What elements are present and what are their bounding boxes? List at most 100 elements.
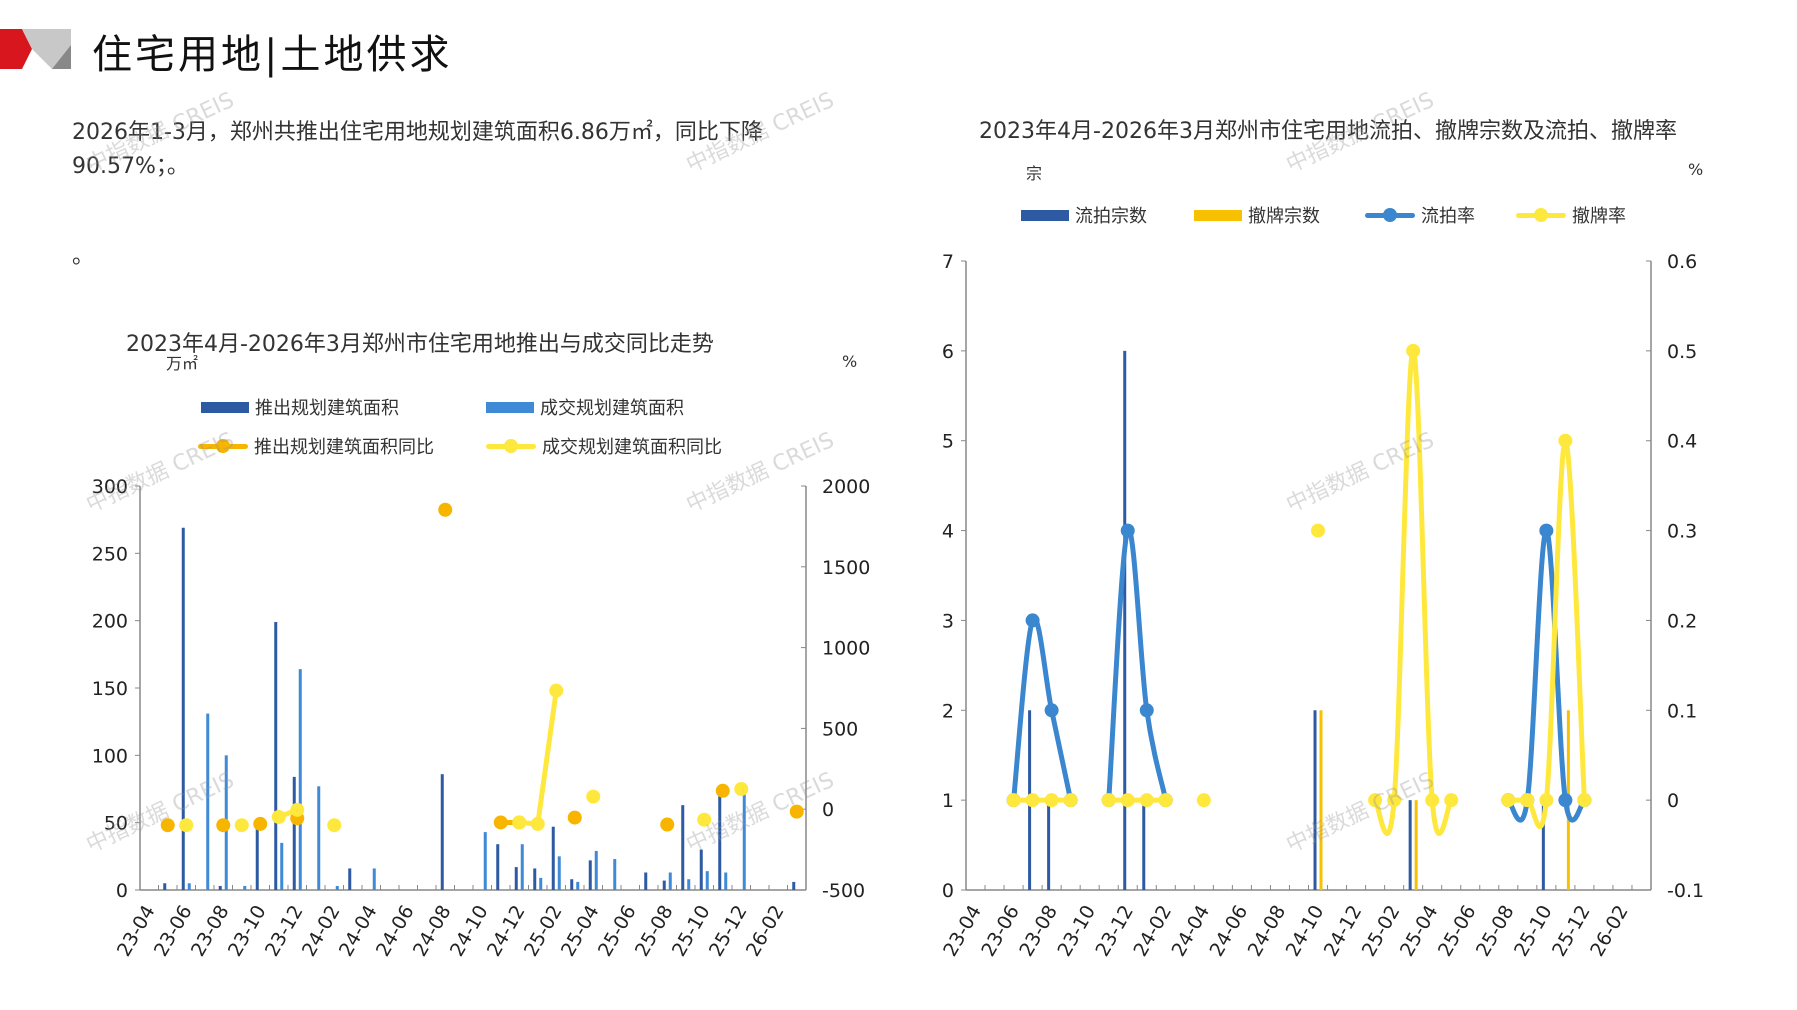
x-tick-label: 23-06 [977, 902, 1024, 961]
data-point [586, 789, 601, 804]
y2-tick-label: 0.5 [1667, 341, 1697, 363]
series-line-4 [519, 690, 559, 827]
bar-2 [576, 881, 580, 890]
data-point [1063, 793, 1078, 808]
bar-1 [533, 868, 537, 890]
data-point [216, 818, 231, 833]
bar-2 [557, 856, 561, 890]
page-title: 住宅用地|土地供求 [92, 32, 453, 78]
data-point [697, 812, 712, 827]
data-point [1139, 793, 1154, 808]
y-tick-label: 200 [92, 611, 128, 633]
bar-1 [1142, 800, 1146, 890]
data-point [1425, 793, 1440, 808]
y2-tick-label: -0.1 [1667, 880, 1704, 902]
bar-2 [668, 872, 672, 890]
data-point [271, 809, 286, 824]
legend-item-liupai-count: 流拍宗数 [1021, 202, 1147, 228]
data-point [493, 815, 508, 830]
x-tick-label: 23-10 [1053, 902, 1100, 961]
bar-1 [1541, 800, 1545, 890]
legend-label: 成交规划建筑面积 [540, 398, 684, 419]
y2-tick-label: 0 [1667, 790, 1679, 812]
bar-1 [644, 872, 648, 890]
y-tick-label: 50 [104, 813, 128, 835]
bar-2 [594, 850, 598, 890]
bar-2 [280, 842, 284, 890]
bar-2 [298, 669, 302, 890]
y2-tick-label: 500 [822, 718, 858, 740]
legend-item-chepai-rate: 撤牌率 [1516, 202, 1626, 228]
data-point [1406, 343, 1421, 358]
legend-swatch [486, 401, 534, 413]
legend-label: 成交规划建筑面积同比 [542, 437, 722, 458]
data-point [253, 816, 268, 831]
bar-1 [348, 868, 352, 890]
logo-icon [0, 29, 71, 69]
y2-tick-label: 2000 [822, 476, 870, 498]
bar-2 [317, 786, 321, 890]
bar-1 [662, 880, 666, 890]
data-point [530, 816, 545, 831]
bar-1 [718, 795, 722, 890]
data-point [1101, 793, 1116, 808]
data-point [1539, 793, 1554, 808]
legend-label: 流拍率 [1421, 206, 1475, 227]
chart1-title: 2023年4月-2026年3月郑州市住宅用地推出与成交同比走势 [126, 332, 714, 357]
bar-1 [218, 885, 222, 890]
series-line-3 [1106, 527, 1169, 801]
bar-2 [520, 844, 524, 890]
y-tick-label: 0 [942, 880, 954, 902]
y2-tick-label: 1500 [822, 557, 870, 579]
x-tick-label: 23-12 [1091, 902, 1138, 961]
bar-1 [1408, 800, 1412, 890]
x-tick-label: 25-02 [1358, 902, 1405, 961]
data-point [660, 817, 675, 832]
data-point [1120, 793, 1135, 808]
data-point [1158, 793, 1173, 808]
y-tick-label: 250 [92, 543, 128, 565]
legend-line-marker [198, 438, 248, 453]
summary-paragraph: 2026年1-3月，郑州共推出住宅用地规划建筑面积6.86万㎡，同比下降90.5… [72, 120, 763, 179]
x-tick-label: 23-04 [939, 902, 986, 961]
series-line-3 [1011, 615, 1074, 801]
bar-2 [187, 883, 191, 890]
data-point [715, 783, 730, 798]
bar-1 [1047, 800, 1051, 890]
chart2-title: 2023年4月-2026年3月郑州市住宅用地流拍、撤牌宗数及流拍、撤牌率 [979, 119, 1677, 144]
legend-swatch [1194, 209, 1242, 221]
series-line-4 [1508, 438, 1587, 830]
chart2-y2-unit: % [1688, 160, 1704, 179]
y-tick-label: 6 [942, 341, 954, 363]
x-tick-label: 23-08 [1015, 902, 1062, 961]
y2-tick-label: 0.6 [1667, 251, 1697, 273]
bar-2 [687, 879, 691, 890]
data-point [1558, 433, 1573, 448]
data-point [1196, 793, 1211, 808]
data-point [1368, 793, 1383, 808]
y-tick-label: 5 [942, 431, 954, 453]
data-point [1387, 793, 1402, 808]
legend-item-deal-yoy: 成交规划建筑面积同比 [486, 433, 722, 459]
data-point [734, 782, 749, 796]
legend-swatch [1021, 209, 1069, 221]
data-point [327, 818, 342, 833]
bar-2 [539, 877, 543, 890]
x-tick-label: 24-04 [1168, 902, 1215, 961]
data-point [1520, 793, 1535, 808]
x-tick-label: 25-08 [1472, 902, 1519, 961]
bar-1 [292, 776, 296, 890]
data-point [160, 818, 175, 833]
legend-swatch [201, 401, 249, 413]
bar-1 [699, 849, 703, 890]
bar-1 [1123, 350, 1127, 890]
y-tick-label: 300 [92, 476, 128, 498]
summary-paragraph-2: 。 [72, 244, 95, 269]
data-point [1139, 703, 1154, 718]
legend-label: 撤牌率 [1572, 206, 1626, 227]
data-point [179, 818, 194, 833]
bar-1 [496, 844, 500, 890]
legend-label: 推出规划建筑面积 [255, 398, 399, 419]
data-point [1539, 523, 1554, 538]
